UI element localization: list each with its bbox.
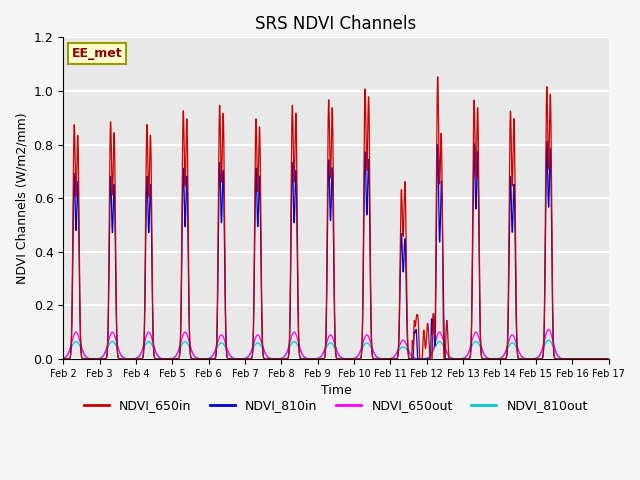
NDVI_810in <box>154 356 162 362</box>
NDVI_810out <box>154 352 162 358</box>
NDVI_650in <box>122 356 129 362</box>
NDVI_810in <box>405 356 413 362</box>
NDVI_810out <box>605 356 612 362</box>
NDVI_650in <box>60 356 67 362</box>
NDVI_810in <box>595 356 602 362</box>
NDVI_650out <box>154 353 162 359</box>
NDVI_650out <box>122 356 129 361</box>
NDVI_650in <box>154 356 162 362</box>
NDVI_810out <box>292 340 300 346</box>
Line: NDVI_810out: NDVI_810out <box>63 340 609 359</box>
Line: NDVI_650out: NDVI_650out <box>63 329 609 359</box>
NDVI_810in <box>536 356 543 362</box>
NDVI_810out <box>60 355 67 361</box>
NDVI_650in <box>605 356 612 362</box>
Line: NDVI_810in: NDVI_810in <box>63 141 609 359</box>
NDVI_810out <box>594 356 602 362</box>
NDVI_810out <box>122 355 129 361</box>
Line: NDVI_650in: NDVI_650in <box>63 77 609 359</box>
X-axis label: Time: Time <box>321 384 351 397</box>
NDVI_650in <box>269 356 276 362</box>
NDVI_650in <box>434 74 442 80</box>
NDVI_650out <box>535 353 543 359</box>
NDVI_650out <box>269 356 276 362</box>
NDVI_650out <box>292 332 300 337</box>
NDVI_810in <box>292 169 300 175</box>
NDVI_650in <box>292 112 300 118</box>
Legend: NDVI_650in, NDVI_810in, NDVI_650out, NDVI_810out: NDVI_650in, NDVI_810in, NDVI_650out, NDV… <box>79 394 593 417</box>
NDVI_810out <box>269 356 276 361</box>
NDVI_650out <box>545 326 552 332</box>
NDVI_810out <box>535 353 543 359</box>
NDVI_810in <box>269 356 276 362</box>
NDVI_810in <box>122 356 129 362</box>
NDVI_650in <box>405 356 413 362</box>
NDVI_650in <box>595 356 602 362</box>
Text: EE_met: EE_met <box>72 47 122 60</box>
NDVI_650out <box>60 356 67 361</box>
NDVI_810in <box>605 356 612 362</box>
NDVI_810out <box>545 337 552 343</box>
NDVI_810in <box>60 356 67 362</box>
NDVI_650out <box>605 356 612 362</box>
NDVI_650in <box>536 356 543 362</box>
Title: SRS NDVI Channels: SRS NDVI Channels <box>255 15 417 33</box>
NDVI_810in <box>543 138 550 144</box>
NDVI_650out <box>594 356 602 362</box>
Y-axis label: NDVI Channels (W/m2/mm): NDVI Channels (W/m2/mm) <box>15 112 28 284</box>
